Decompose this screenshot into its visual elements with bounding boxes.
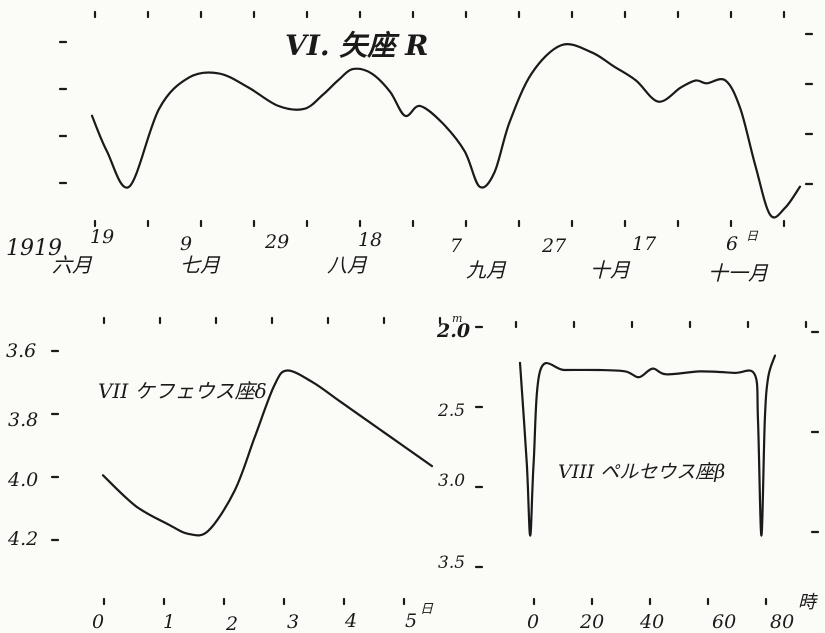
panel-vi-curve [90, 43, 802, 219]
viii-y-label-2: 3.0 [438, 471, 465, 491]
panel-viii-title: VIII ペルセウス座β [558, 461, 725, 483]
panel-vii: VII ケフェウス座δ 3.6 3.8 4.0 4.2 0 1 2 3 4 5 … [6, 316, 442, 633]
vi-month-august: 八月 [327, 253, 368, 277]
viii-x-label-4: 80 [770, 611, 794, 633]
panel-vii-curve [101, 369, 434, 537]
panel-vii-frame-ticks [50, 316, 442, 606]
panel-vii-title: VII ケフェウス座δ [98, 379, 267, 403]
viii-y-label-0: 2.0 [436, 320, 470, 342]
vi-tick-label-day: 日 [746, 229, 759, 243]
vi-month-june: 六月 [52, 253, 93, 277]
vii-y-label-0: 3.6 [6, 340, 36, 362]
viii-x-unit: 時 [798, 592, 818, 613]
vii-x-label-2: 2 [225, 613, 238, 633]
viii-x-label-2: 40 [639, 611, 664, 633]
panel-vi-title: VI. 矢座 R [285, 29, 428, 62]
vii-x-label-4: 4 [344, 610, 357, 632]
vii-y-label-1: 3.8 [8, 409, 38, 431]
vi-tick-label-1: 9 [180, 233, 192, 255]
vi-tick-label-2: 29 [264, 231, 289, 253]
vi-month-october: 十月 [590, 258, 631, 282]
viii-x-label-3: 60 [712, 611, 736, 633]
viii-y-label-3: 3.5 [438, 553, 465, 573]
vi-tick-label-5: 27 [541, 235, 567, 257]
viii-x-label-0: 0 [527, 611, 539, 633]
vii-y-label-2: 4.0 [7, 469, 38, 491]
vi-tick-label-6: 17 [632, 233, 657, 255]
vi-tick-label-3: 18 [358, 229, 382, 251]
vi-tick-label-0: 19 [90, 226, 114, 248]
panel-vi: VI. 矢座 R 1919 19 9 29 18 7 27 17 6 日 六月 … [6, 10, 814, 285]
vii-x-label-0: 0 [92, 611, 104, 633]
viii-y-label-1: 2.5 [437, 401, 465, 421]
vii-x-unit: 日 [420, 602, 434, 617]
viii-x-label-1: 20 [579, 611, 604, 633]
vi-month-july: 七月 [180, 253, 221, 277]
vii-x-label-3: 3 [287, 611, 299, 633]
panel-viii: VIII ペルセウス座β 2.0 m 2.5 3.0 3.5 0 20 40 6… [436, 312, 820, 633]
vii-y-label-3: 4.2 [7, 528, 38, 550]
panel-vi-frame-ticks [58, 10, 814, 228]
vi-tick-label-7: 6 [726, 233, 738, 255]
vi-month-september: 九月 [466, 258, 507, 282]
vii-x-label-1: 1 [163, 611, 175, 633]
viii-y-superscript: m [452, 312, 462, 325]
vii-x-label-5: 5 [405, 610, 417, 632]
panel-vi-year: 1919 [6, 236, 62, 261]
vi-month-november: 十一月 [708, 261, 769, 285]
vi-tick-label-4: 7 [450, 235, 463, 257]
panel-viii-curve [518, 354, 777, 537]
panel-viii-frame-ticks [474, 320, 820, 606]
